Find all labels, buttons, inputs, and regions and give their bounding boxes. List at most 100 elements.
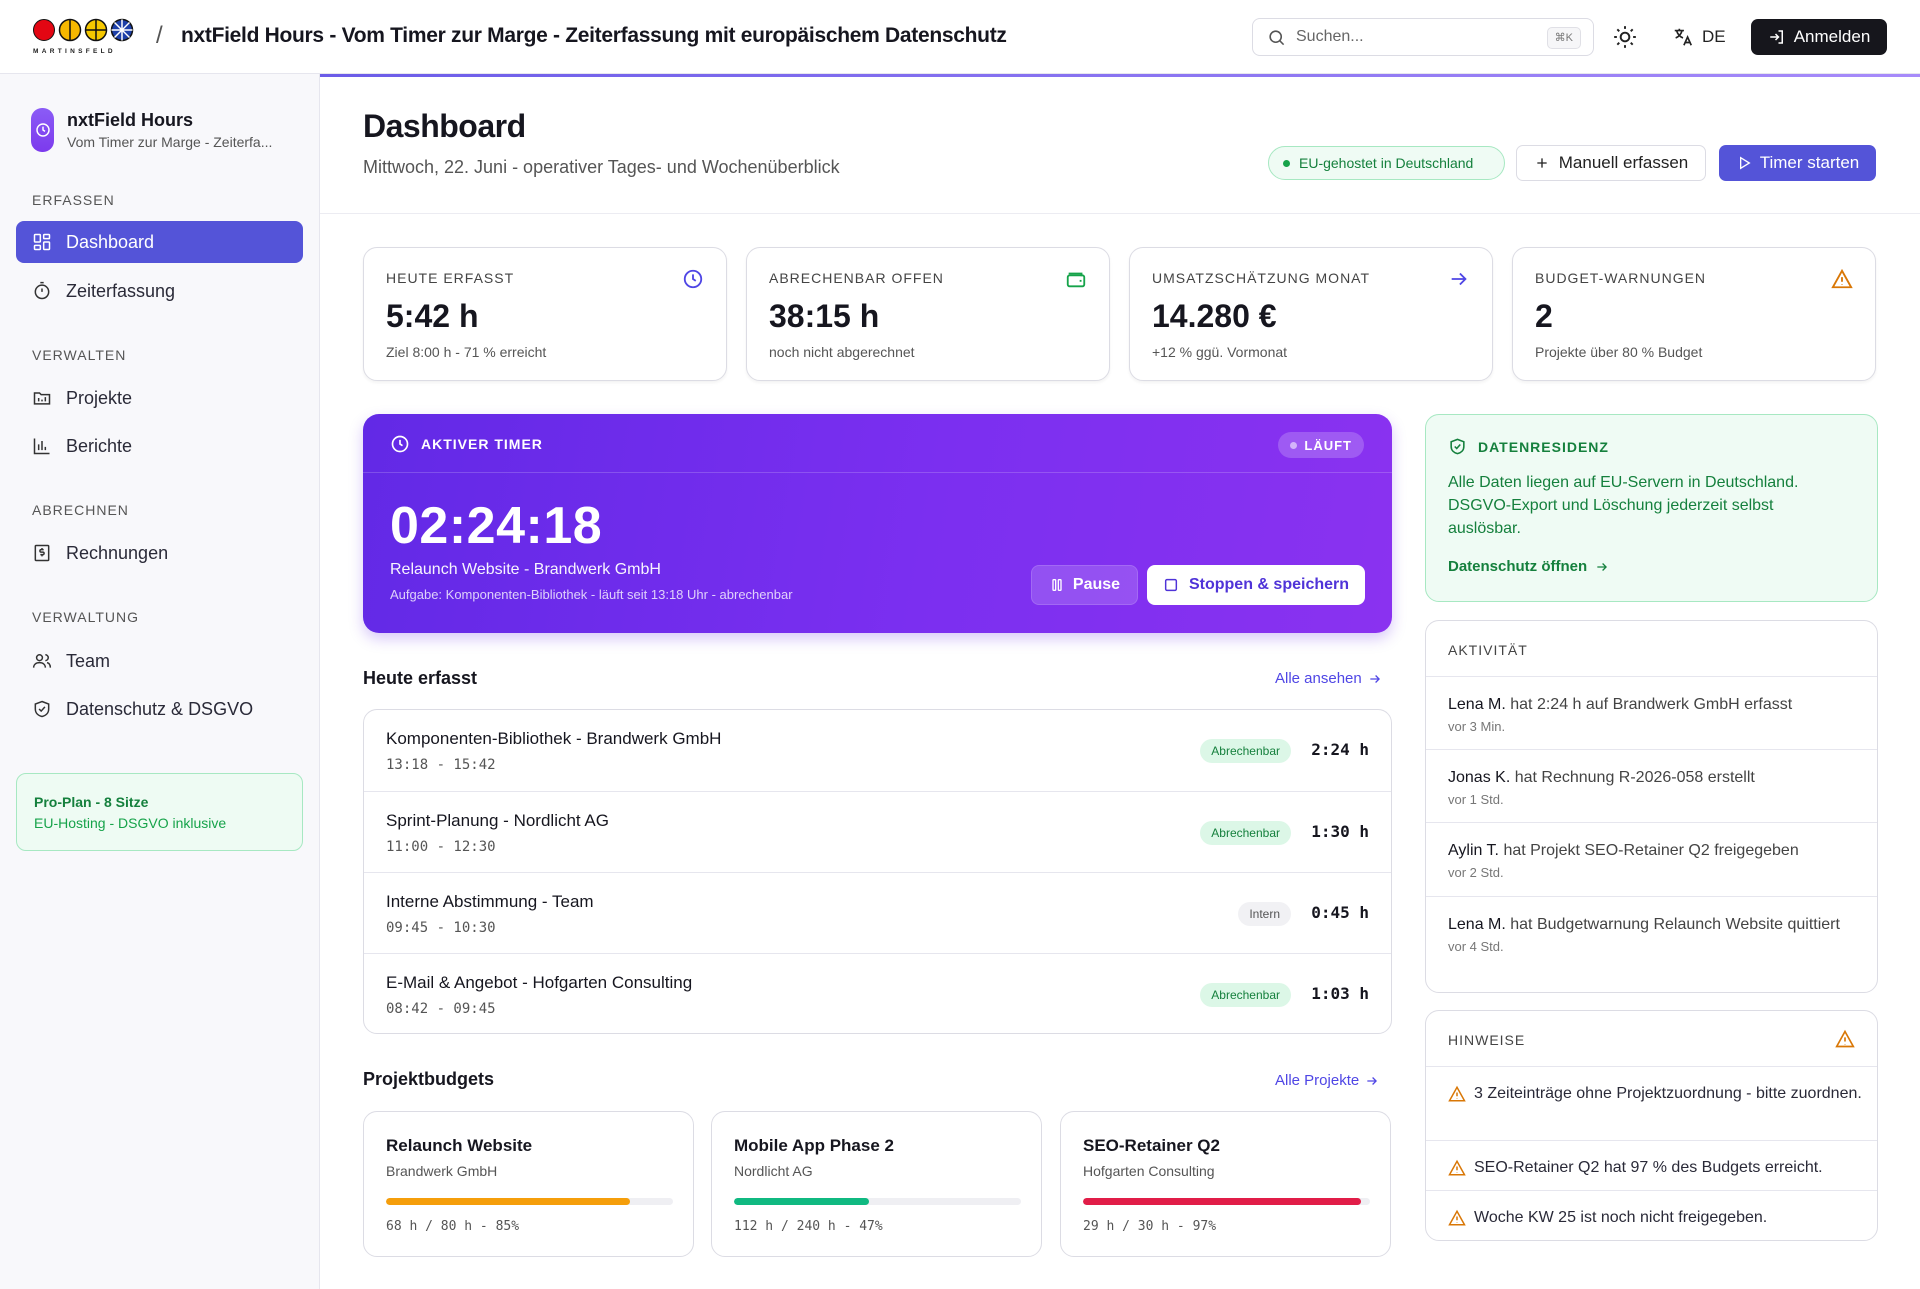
active-timer-label: AKTIVER TIMER — [421, 436, 543, 452]
martinsfeld-logo[interactable]: MARTINSFELD — [33, 18, 138, 56]
arrow-right-icon — [1451, 272, 1467, 286]
sidebar-item-rechnungen[interactable]: Rechnungen — [16, 532, 303, 574]
clock-icon — [683, 269, 703, 289]
entry-time-range: 08:42 - 09:45 — [386, 1001, 496, 1017]
eu-badge-label: EU-gehostet in Deutschland — [1299, 155, 1474, 171]
arrow-right-icon — [1597, 562, 1608, 571]
sidebar-item-projekte[interactable]: Projekte — [16, 377, 303, 419]
kpi-subtext: +12 % ggü. Vormonat — [1152, 344, 1288, 360]
page-title: Dashboard — [363, 108, 526, 144]
start-timer-label: Timer starten — [1759, 153, 1860, 172]
search-box[interactable]: ⌘K — [1252, 18, 1594, 56]
nav-section-verwalten: VERWALTEN — [32, 347, 127, 363]
activity-item[interactable]: Lena M. hat 2:24 h auf Brandwerk GmbH er… — [1426, 677, 1877, 750]
hint-item[interactable]: 3 Zeiteinträge ohne Projektzuordnung - b… — [1426, 1067, 1877, 1141]
timer-project: Relaunch Website - Brandwerk GmbH — [390, 561, 661, 578]
activity-text: Aylin T. hat Projekt SEO-Retainer Q2 fre… — [1448, 839, 1855, 862]
warning-icon — [1448, 1159, 1466, 1176]
entry-title: E-Mail & Angebot - Hofgarten Consulting — [386, 973, 693, 992]
timer-elapsed: 02:24:18 — [390, 497, 603, 555]
sidebar-item-dashboard[interactable]: Dashboard — [16, 221, 303, 263]
logo-circles-icon — [33, 18, 134, 42]
activity-text: Lena M. hat Budgetwarnung Relaunch Websi… — [1448, 913, 1855, 936]
sun-icon — [1614, 26, 1636, 48]
budget-card[interactable]: Relaunch Website Brandwerk GmbH 68 h / 8… — [363, 1111, 694, 1257]
activity-user: Lena M. — [1448, 916, 1506, 933]
plus-icon — [1537, 158, 1547, 168]
kpi-label: HEUTE ERFASST — [386, 270, 515, 286]
hint-item[interactable]: Woche KW 25 ist noch nicht freigegeben. — [1426, 1191, 1877, 1240]
hints-panel: HINWEISE 3 Zeiteinträge ohne Projektzuor… — [1425, 1010, 1878, 1241]
breadcrumb-separator: / — [156, 22, 163, 49]
data-residency-title: DATENRESIDENZ — [1478, 438, 1609, 455]
header-divider — [320, 213, 1920, 214]
kpi-label: BUDGET-WARNUNGEN — [1535, 270, 1707, 286]
sidebar-item-berichte[interactable]: Berichte — [16, 425, 303, 467]
kpi-card-billable[interactable]: ABRECHENBAR OFFEN 38:15 h noch nicht abg… — [746, 247, 1110, 381]
kpi-card-revenue[interactable]: UMSATZSCHÄTZUNG MONAT 14.280 € +12 % ggü… — [1129, 247, 1493, 381]
manual-entry-button[interactable]: Manuell erfassen — [1516, 145, 1706, 181]
hints-title: HINWEISE — [1448, 1032, 1526, 1048]
sidebar-item-label: Team — [66, 650, 111, 671]
list-item[interactable]: Interne Abstimmung - Team 09:45 - 10:30 … — [364, 872, 1391, 953]
pause-button[interactable]: Pause — [1031, 565, 1138, 605]
brand-subtitle: Vom Timer zur Marge - Zeiterfa... — [67, 134, 273, 150]
activity-action: hat 2:24 h auf Brandwerk GmbH erfasst — [1505, 696, 1793, 713]
privacy-open-link[interactable]: Datenschutz öffnen — [1448, 558, 1609, 575]
budget-card[interactable]: Mobile App Phase 2 Nordlicht AG 112 h / … — [711, 1111, 1042, 1257]
budget-client: Nordlicht AG — [734, 1163, 813, 1179]
search-shortcut: ⌘K — [1546, 27, 1581, 49]
stopwatch-icon — [34, 281, 50, 300]
plan-box[interactable]: Pro-Plan - 8 Sitze EU-Hosting - DSGVO in… — [16, 773, 303, 851]
stop-save-button[interactable]: Stoppen & speichern — [1147, 565, 1365, 605]
kpi-card-today[interactable]: HEUTE ERFASST 5:42 h Ziel 8:00 h - 71 % … — [363, 247, 727, 381]
activity-item[interactable]: Jonas K. hat Rechnung R-2026-058 erstell… — [1426, 750, 1877, 823]
pause-label: Pause — [1072, 576, 1121, 593]
list-item[interactable]: Komponenten-Bibliothek - Brandwerk GmbH … — [364, 710, 1391, 791]
activity-action: hat Projekt SEO-Retainer Q2 freigegeben — [1499, 842, 1799, 859]
clock-icon — [35, 123, 50, 137]
language-switcher[interactable]: DE — [1672, 22, 1726, 52]
sidebar-item-team[interactable]: Team — [16, 640, 303, 682]
hint-text: SEO-Retainer Q2 hat 97 % des Budgets err… — [1474, 1159, 1823, 1176]
login-label: Anmelden — [1793, 27, 1871, 46]
theme-toggle-button[interactable] — [1612, 24, 1638, 50]
kpi-card-budget-warnings[interactable]: BUDGET-WARNUNGEN 2 Projekte über 80 % Bu… — [1512, 247, 1876, 381]
activity-item[interactable]: Aylin T. hat Projekt SEO-Retainer Q2 fre… — [1426, 823, 1877, 897]
sidebar-item-zeiterfassung[interactable]: Zeiterfassung — [16, 270, 303, 312]
active-timer-card: AKTIVER TIMER LÄUFT 02:24:18 Relaunch We… — [363, 414, 1392, 633]
activity-item[interactable]: Lena M. hat Budgetwarnung Relaunch Websi… — [1426, 897, 1877, 992]
page-subtitle: Mittwoch, 22. Juni - operativer Tages- u… — [363, 157, 840, 177]
app-title: nxtField Hours - Vom Timer zur Marge - Z… — [181, 24, 1007, 47]
budget-usage: 112 h / 240 h - 47% — [734, 1219, 883, 1234]
billable-badge: Abrechenbar — [1200, 983, 1291, 1007]
sidebar-item-datenschutz[interactable]: Datenschutz & DSGVO — [16, 688, 303, 730]
entry-title: Interne Abstimmung - Team — [386, 892, 594, 911]
data-residency-header: DATENRESIDENZ — [1448, 437, 1609, 456]
budget-card[interactable]: SEO-Retainer Q2 Hofgarten Consulting 29 … — [1060, 1111, 1391, 1257]
all-projects-link[interactable]: Alle Projekte — [1275, 1072, 1379, 1089]
entry-title: Sprint-Planung - Nordlicht AG — [386, 811, 609, 830]
warning-icon — [1448, 1209, 1466, 1226]
hint-item[interactable]: SEO-Retainer Q2 hat 97 % des Budgets err… — [1426, 1141, 1877, 1191]
view-all-link[interactable]: Alle ansehen — [1275, 670, 1382, 687]
start-timer-button[interactable]: Timer starten — [1719, 145, 1876, 181]
nav-section-erfassen: ERFASSEN — [32, 192, 115, 208]
list-item[interactable]: Sprint-Planung - Nordlicht AG 11:00 - 12… — [364, 791, 1391, 872]
budget-progress-track — [386, 1198, 673, 1205]
budgets-section-title: Projektbudgets — [363, 1069, 495, 1089]
budget-usage: 68 h / 80 h - 85% — [386, 1219, 520, 1234]
stop-icon — [1164, 578, 1178, 592]
status-dot — [1283, 159, 1290, 167]
list-item[interactable]: E-Mail & Angebot - Hofgarten Consulting … — [364, 953, 1391, 1033]
search-input[interactable] — [1296, 28, 1526, 46]
activity-header: AKTIVITÄT — [1426, 621, 1877, 677]
login-button[interactable]: Anmelden — [1751, 19, 1887, 55]
folder-icon — [33, 392, 51, 405]
kpi-value: 14.280 € — [1152, 298, 1277, 334]
pause-icon — [1052, 579, 1062, 591]
accent-line — [320, 74, 1920, 77]
language-label: DE — [1702, 27, 1726, 46]
activity-timestamp: vor 4 Std. — [1448, 939, 1504, 954]
warning-icon — [1448, 1085, 1466, 1102]
